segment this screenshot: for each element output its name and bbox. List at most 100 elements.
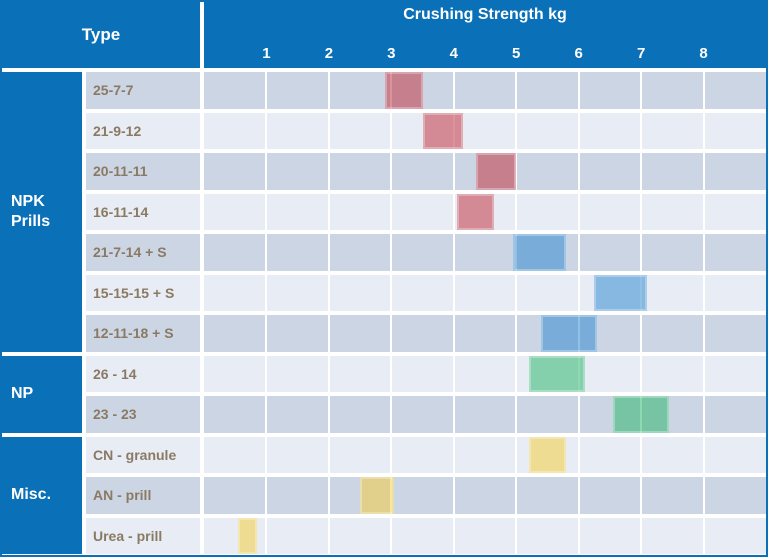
gridline: [327, 315, 330, 352]
gridline: [327, 274, 330, 311]
gridline: [452, 72, 455, 109]
gridline: [265, 477, 268, 514]
row-label-12-11-18-s: 12-11-18 + S: [86, 315, 200, 352]
tick-label-8: 8: [699, 45, 708, 62]
gridline: [577, 396, 580, 433]
tick-label-5: 5: [512, 45, 521, 62]
plot-cell-21-9-12: [204, 112, 766, 149]
gridline: [265, 396, 268, 433]
gridline: [702, 193, 705, 230]
gridline: [515, 274, 518, 311]
gridline: [515, 477, 518, 514]
gridline: [390, 112, 393, 149]
tick-label-3: 3: [387, 45, 396, 62]
range-bar-16-11-14: [456, 193, 495, 230]
range-bar-21-9-12: [422, 112, 464, 149]
row-label-21-9-12: 21-9-12: [86, 112, 200, 149]
axis-title: Crushing Strength kg: [403, 6, 567, 23]
gridline: [390, 234, 393, 271]
plot-cell-12-11-18-s: [204, 315, 766, 352]
gridline: [327, 355, 330, 392]
gridline: [327, 72, 330, 109]
gridline: [327, 477, 330, 514]
range-bar-26-14: [528, 355, 585, 392]
gridline: [452, 517, 455, 554]
gridline: [265, 355, 268, 392]
table-header: Type Crushing Strength kg 1 2 3 4 5 6 7 8: [2, 2, 766, 68]
group-cell-npk-prills: NPK Prills: [2, 72, 82, 352]
gridline: [452, 396, 455, 433]
gridline: [640, 315, 643, 352]
gridline: [640, 72, 643, 109]
gridline: [390, 315, 393, 352]
gridline: [702, 274, 705, 311]
gridline: [577, 153, 580, 190]
body-grid: NPK Prills 25-7-7 21-9-12 20-11-11 16-11-14 2…: [2, 72, 766, 554]
gridline: [702, 436, 705, 473]
gridline: [327, 193, 330, 230]
tick-label-7: 7: [636, 45, 646, 62]
tick-label-1: 1: [262, 45, 271, 62]
gridline: [327, 436, 330, 473]
row-label-cn-granule: CN - granule: [86, 436, 200, 473]
range-bar-21-7-14-s: [513, 234, 567, 271]
gridline: [515, 112, 518, 149]
gridline: [452, 315, 455, 352]
row-label-16-11-14: 16-11-14: [86, 193, 200, 230]
gridline: [390, 517, 393, 554]
range-bar-25-7-7: [385, 72, 423, 109]
gridline: [577, 477, 580, 514]
gridline: [702, 315, 705, 352]
gridline: [515, 72, 518, 109]
row-label-15-15-15-s: 15-15-15 + S: [86, 274, 200, 311]
gridline: [577, 72, 580, 109]
gridline: [515, 315, 518, 352]
plot-cell-16-11-14: [204, 193, 766, 230]
gridline: [702, 477, 705, 514]
range-bar-20-11-11: [475, 153, 517, 190]
gridline: [515, 153, 518, 190]
gridline: [390, 193, 393, 230]
gridline: [327, 234, 330, 271]
plot-cell-23-23: [204, 396, 766, 433]
gridline: [702, 112, 705, 149]
range-bar-12-11-18-s: [541, 315, 598, 352]
gridline: [577, 193, 580, 230]
gridline: [452, 355, 455, 392]
gridline: [452, 234, 455, 271]
row-label-25-7-7: 25-7-7: [86, 72, 200, 109]
gridline: [702, 517, 705, 554]
gridline: [702, 355, 705, 392]
gridline: [452, 153, 455, 190]
gridline: [390, 355, 393, 392]
row-label-an-prill: AN - prill: [86, 477, 200, 514]
gridline: [390, 153, 393, 190]
gridline: [327, 112, 330, 149]
range-bar-23-23: [613, 396, 670, 433]
gridline: [640, 517, 643, 554]
range-bar-an-prill: [360, 477, 395, 514]
gridline: [640, 355, 643, 392]
axis-ticks: 1 2 3 4 5 6 7 8: [204, 45, 766, 65]
gridline: [390, 436, 393, 473]
gridline: [640, 477, 643, 514]
gridline: [577, 436, 580, 473]
gridline: [640, 436, 643, 473]
row-label-23-23: 23 - 23: [86, 396, 200, 433]
type-header-label: Type: [81, 25, 121, 44]
gridline: [702, 153, 705, 190]
plot-cell-20-11-11: [204, 153, 766, 190]
gridline: [515, 436, 518, 473]
gridline: [327, 517, 330, 554]
gridline: [390, 274, 393, 311]
gridline: [265, 517, 268, 554]
row-label-urea-prill: Urea - prill: [86, 517, 200, 554]
range-bar-urea-prill: [238, 517, 258, 554]
tick-label-2: 2: [324, 45, 334, 62]
type-header-cell: Type: [2, 2, 200, 68]
gridline: [390, 396, 393, 433]
gridline: [577, 274, 580, 311]
plot-cell-15-15-15-s: [204, 274, 766, 311]
tick-label-6: 6: [574, 45, 583, 62]
